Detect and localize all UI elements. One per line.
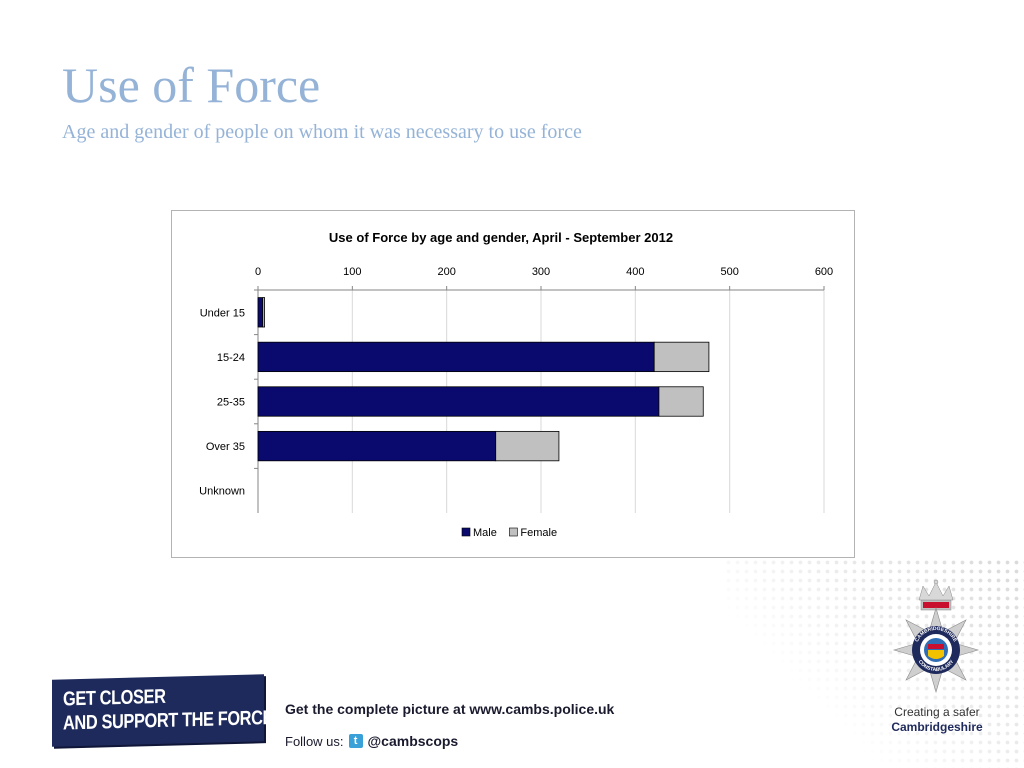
bar-male [257,430,497,462]
page-subtitle: Age and gender of people on whom it was … [62,121,582,143]
bar-male [257,341,655,373]
crest-caption-line-2: Cambridgeshire [891,720,983,734]
bar-male [257,297,264,328]
x-tick-label: 100 [343,266,361,278]
website-tagline: Get the complete picture at www.cambs.po… [285,701,615,717]
category-label: Unknown [199,486,245,498]
legend-swatch-female [509,527,518,537]
legend-label-female: Female [520,527,557,539]
crest-caption-line-1: Creating a safer [894,705,980,719]
bar-female [653,341,710,373]
category-label: Under 15 [200,307,245,319]
twitter-handle-link[interactable]: @cambscops [367,733,459,749]
crown-icon [918,579,954,611]
campaign-banner: GET CLOSER AND SUPPORT THE FORCE! [52,674,278,747]
chart-title: Use of Force by age and gender, April - … [329,230,673,245]
banner-line-2: AND SUPPORT THE FORCE! [63,706,279,735]
police-crest-logo: CAMBRIDGESHIRE CONSTABULARY [892,579,980,694]
chart-container: Use of Force by age and gender, April - … [171,210,855,558]
star-badge-icon [892,606,980,694]
category-label: 25-35 [217,397,245,409]
category-label: 15-24 [217,352,245,364]
bar-male [257,386,660,417]
dotted-background [724,558,1024,768]
category-label: Over 35 [206,441,245,453]
x-tick-label: 0 [255,266,261,278]
bar-female [495,430,560,462]
x-tick-label: 400 [626,266,644,278]
follow-us: Follow us: t @cambscops [285,733,458,749]
x-tick-label: 300 [532,266,550,278]
use-of-force-chart: Use of Force by age and gender, April - … [199,230,833,539]
legend-label-male: Male [473,527,497,539]
x-tick-label: 500 [720,266,738,278]
page-title: Use of Force [62,57,321,113]
follow-label: Follow us: [285,733,344,749]
x-tick-label: 600 [815,266,833,278]
bar-female [658,386,704,417]
twitter-icon: t [348,734,363,748]
bar-female [262,297,266,328]
banner-line-1: GET CLOSER [63,685,166,711]
x-tick-label: 200 [437,266,455,278]
legend-swatch-male [461,527,471,537]
